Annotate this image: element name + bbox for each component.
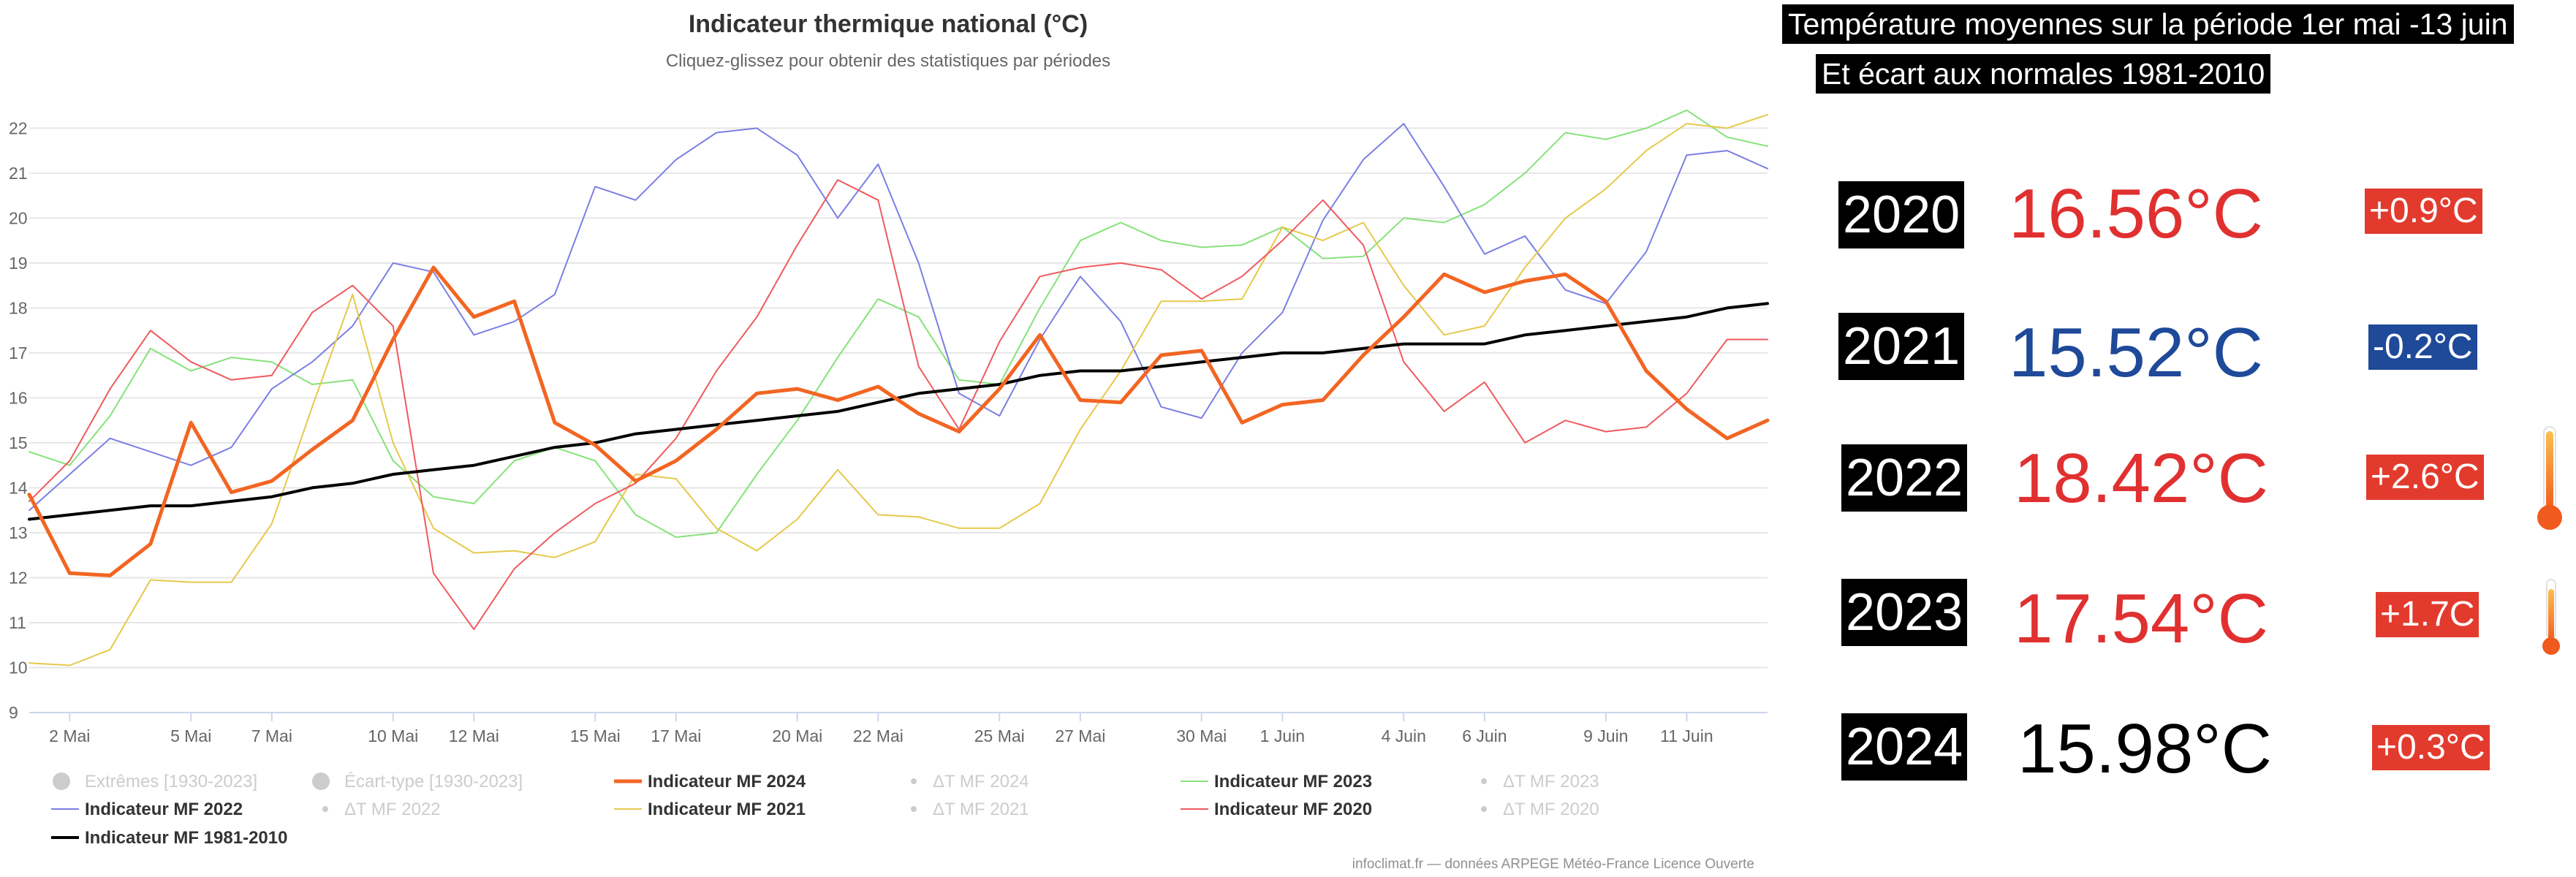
year-label-2023: 2023 bbox=[1841, 579, 1968, 646]
legend-swatch bbox=[312, 772, 330, 790]
x-tick-label: 5 Mai bbox=[170, 726, 211, 745]
series-line-normal bbox=[28, 302, 1769, 521]
y-tick-label: 10 bbox=[9, 658, 28, 677]
y-tick-label: 20 bbox=[9, 208, 28, 227]
chart-subtitle: Cliquez-glissez pour obtenir des statist… bbox=[665, 51, 1111, 71]
x-tick-label: 9 Juin bbox=[1583, 726, 1628, 745]
x-tick-label: 22 Mai bbox=[853, 726, 904, 745]
chart-panel: 9 10 11 12 13 14 15 16 17 18 19 20 21 22 2 Mai 5 Mai 7 M… bbox=[0, 0, 1776, 877]
x-tick-label: 25 Mai bbox=[974, 726, 1025, 745]
y-tick-label: 14 bbox=[9, 478, 28, 497]
y-tick-label: 21 bbox=[9, 164, 28, 183]
summary-headline: Température moyennes sur la période 1er … bbox=[1782, 4, 2514, 44]
series-line-s2024 bbox=[27, 265, 1770, 577]
x-tick-label: 4 Juin bbox=[1382, 726, 1426, 745]
year-label-2021: 2021 bbox=[1838, 313, 1965, 380]
series-line-s2022 bbox=[29, 123, 1768, 512]
legend-swatch bbox=[911, 806, 917, 812]
y-tick-label: 18 bbox=[9, 298, 28, 317]
legend-item[interactable]: Indicateur MF 2022 bbox=[85, 800, 243, 819]
temp-value-2020: 16.56°C bbox=[2009, 175, 2263, 253]
anomaly-badge-2020: +0.9°C bbox=[2365, 189, 2482, 234]
legend-item[interactable]: Indicateur MF 2023 bbox=[1214, 772, 1372, 791]
y-tick-label: 19 bbox=[9, 254, 28, 273]
y-tick-label: 9 bbox=[9, 703, 18, 722]
anomaly-badge-2023: +1.7C bbox=[2376, 592, 2480, 637]
legend-item[interactable]: Indicateur MF 2021 bbox=[648, 800, 806, 819]
thermometer-icon bbox=[2542, 579, 2560, 655]
legend-swatch bbox=[1481, 778, 1487, 784]
chart-title: Indicateur thermique national (°C) bbox=[688, 10, 1088, 38]
x-tick-label: 6 Juin bbox=[1462, 726, 1507, 745]
y-tick-label: 17 bbox=[9, 343, 28, 362]
thermometer-icon bbox=[2537, 426, 2562, 530]
summary-subheadline: Et écart aux normales 1981-2010 bbox=[1816, 54, 2271, 94]
legend-item[interactable]: ΔT MF 2024 bbox=[933, 772, 1029, 791]
legend-item[interactable]: ΔT MF 2020 bbox=[1503, 800, 1599, 819]
y-tick-label: 22 bbox=[9, 118, 28, 137]
legend-swatch bbox=[1481, 806, 1487, 812]
x-tick-label: 20 Mai bbox=[772, 726, 822, 745]
x-tick-label: 17 Mai bbox=[651, 726, 701, 745]
legend-item[interactable]: ΔT MF 2022 bbox=[344, 800, 441, 819]
temp-value-2023: 17.54°C bbox=[2014, 580, 2268, 658]
credits-link[interactable]: infoclimat.fr — données ARPEGE Météo-Fra… bbox=[1352, 857, 1754, 872]
series-line-s2020 bbox=[29, 179, 1768, 631]
anomaly-badge-2021: -0.2°C bbox=[2368, 324, 2477, 370]
x-tick-label: 15 Mai bbox=[570, 726, 621, 745]
legend-item[interactable]: Écart-type [1930-2023] bbox=[344, 772, 523, 791]
x-tick-label: 12 Mai bbox=[449, 726, 499, 745]
series-line-s2021 bbox=[29, 113, 1768, 667]
legend-swatch bbox=[53, 772, 70, 790]
x-tick-label: 7 Mai bbox=[251, 726, 292, 745]
year-label-2022: 2022 bbox=[1841, 444, 1968, 512]
summary-panel: Température moyennes sur la période 1er … bbox=[1776, 0, 2576, 877]
y-tick-label: 16 bbox=[9, 388, 28, 407]
legend-item[interactable]: Indicateur MF 1981-2010 bbox=[85, 828, 287, 848]
year-label-2020: 2020 bbox=[1838, 181, 1965, 248]
legend-item[interactable]: ΔT MF 2021 bbox=[933, 800, 1029, 819]
legend-item[interactable]: Indicateur MF 2020 bbox=[1214, 800, 1372, 819]
temp-value-2022: 18.42°C bbox=[2014, 439, 2268, 517]
legend-item[interactable]: Indicateur MF 2024 bbox=[648, 772, 806, 791]
x-tick-label: 2 Mai bbox=[49, 726, 90, 745]
anomaly-badge-2024: +0.3°C bbox=[2372, 725, 2490, 770]
temp-value-2024: 15.98°C bbox=[2018, 710, 2272, 788]
legend-swatch bbox=[911, 778, 917, 784]
y-tick-label: 13 bbox=[9, 523, 28, 542]
line-chart[interactable]: 9 10 11 12 13 14 15 16 17 18 19 20 21 22 2 Mai 5 Mai 7 M… bbox=[0, 0, 1776, 877]
x-tick-label: 10 Mai bbox=[368, 726, 418, 745]
legend-item[interactable]: ΔT MF 2023 bbox=[1503, 772, 1599, 791]
legend-swatch bbox=[322, 806, 328, 812]
y-tick-label: 11 bbox=[9, 613, 26, 632]
x-tick-label: 11 Juin bbox=[1660, 726, 1713, 745]
y-tick-label: 15 bbox=[9, 433, 28, 452]
legend-item[interactable]: Extrêmes [1930-2023] bbox=[85, 772, 257, 791]
x-tick-label: 27 Mai bbox=[1055, 726, 1105, 745]
year-label-2024: 2024 bbox=[1841, 713, 1968, 781]
x-tick-label: 30 Mai bbox=[1176, 726, 1227, 745]
y-tick-label: 12 bbox=[9, 568, 28, 587]
temp-value-2021: 15.52°C bbox=[2009, 314, 2263, 392]
series-line-s2023 bbox=[29, 109, 1768, 539]
x-tick-label: 1 Juin bbox=[1260, 726, 1305, 745]
anomaly-badge-2022: +2.6°C bbox=[2366, 455, 2484, 500]
